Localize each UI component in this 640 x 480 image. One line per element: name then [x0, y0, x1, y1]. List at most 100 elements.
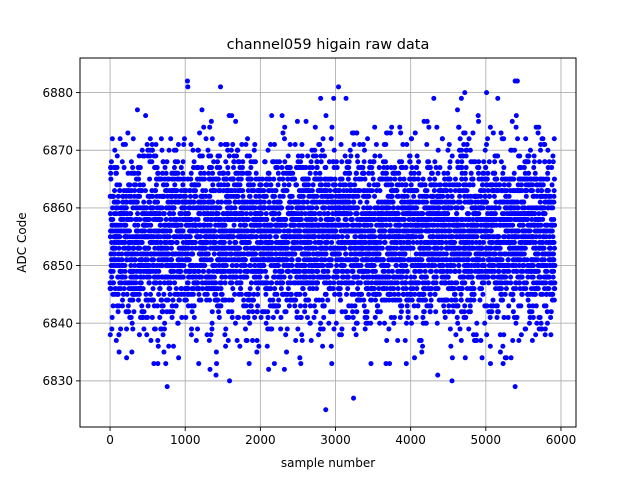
data-point: [399, 159, 405, 165]
data-point: [259, 240, 265, 245]
data-point: [216, 314, 222, 320]
data-point: [370, 176, 376, 182]
data-point: [247, 286, 253, 292]
data-point: [128, 314, 134, 320]
data-point: [310, 182, 316, 188]
data-point: [333, 159, 339, 165]
data-point: [196, 286, 202, 292]
data-point: [270, 314, 276, 320]
data-point: [237, 343, 243, 349]
data-point: [364, 199, 370, 205]
data-point: [124, 326, 130, 332]
data-point: [355, 193, 361, 199]
data-point: [185, 251, 191, 257]
data-point: [113, 338, 119, 344]
data-point: [149, 147, 155, 153]
data-point: [176, 297, 182, 303]
data-point: [230, 234, 236, 240]
data-point: [366, 193, 372, 199]
data-point: [237, 268, 243, 274]
data-point: [364, 314, 370, 320]
data-point: [240, 193, 246, 199]
data-point: [376, 291, 382, 297]
data-point: [353, 234, 359, 240]
data-point: [134, 199, 140, 205]
data-point: [455, 320, 461, 326]
data-point: [256, 193, 262, 199]
data-point: [372, 314, 378, 320]
data-point: [173, 286, 179, 292]
data-point: [325, 297, 331, 303]
data-point: [185, 286, 191, 292]
data-point: [447, 159, 453, 165]
data-point: [255, 291, 261, 297]
data-point: [476, 118, 482, 124]
data-point: [395, 280, 401, 286]
data-point: [349, 216, 355, 222]
data-point: [317, 170, 323, 176]
data-point: [122, 141, 128, 147]
data-point: [456, 263, 462, 269]
data-point: [377, 153, 383, 159]
data-point: [163, 216, 169, 222]
data-point: [391, 205, 397, 211]
data-point: [229, 297, 235, 303]
data-point: [200, 286, 206, 292]
data-point: [245, 268, 251, 274]
data-point: [367, 205, 373, 211]
data-point: [285, 240, 291, 245]
data-point: [203, 136, 209, 142]
data-point: [275, 170, 281, 176]
data-point: [243, 222, 249, 228]
data-point: [256, 176, 262, 182]
data-point: [229, 113, 235, 119]
data-point: [237, 245, 243, 251]
data-point: [168, 136, 174, 142]
data-point: [279, 113, 285, 119]
data-point: [268, 182, 274, 188]
data-point: [175, 170, 181, 176]
data-point: [263, 193, 269, 199]
data-point: [476, 159, 482, 165]
data-point: [334, 274, 340, 280]
data-point: [201, 176, 207, 182]
data-point: [471, 297, 477, 303]
data-point: [116, 332, 122, 338]
data-point: [122, 263, 128, 269]
data-point: [248, 165, 254, 171]
data-point: [250, 182, 256, 188]
data-point: [285, 286, 291, 292]
data-point: [377, 320, 383, 326]
data-point: [130, 297, 136, 303]
data-point: [387, 361, 393, 367]
data-point: [212, 188, 218, 194]
data-point: [354, 320, 360, 326]
data-point: [175, 141, 181, 147]
data-point: [203, 245, 209, 251]
data-point: [445, 211, 451, 217]
data-point: [238, 176, 244, 182]
data-point: [163, 170, 169, 176]
data-point: [311, 314, 317, 320]
data-point: [392, 165, 398, 171]
data-point: [365, 136, 371, 142]
data-point: [251, 147, 257, 153]
data-point: [445, 170, 451, 176]
data-point: [236, 159, 242, 165]
data-point: [137, 245, 143, 251]
data-point: [231, 159, 237, 165]
data-point: [247, 263, 253, 269]
data-point: [276, 211, 282, 217]
data-point: [195, 280, 201, 286]
data-point: [171, 205, 177, 211]
data-point: [298, 245, 304, 251]
data-point: [446, 303, 452, 309]
data-point: [161, 211, 167, 217]
data-point: [263, 291, 269, 297]
data-point: [318, 216, 324, 222]
data-point: [212, 228, 218, 234]
data-point: [318, 182, 324, 188]
data-point: [117, 136, 123, 142]
data-point: [171, 211, 177, 217]
